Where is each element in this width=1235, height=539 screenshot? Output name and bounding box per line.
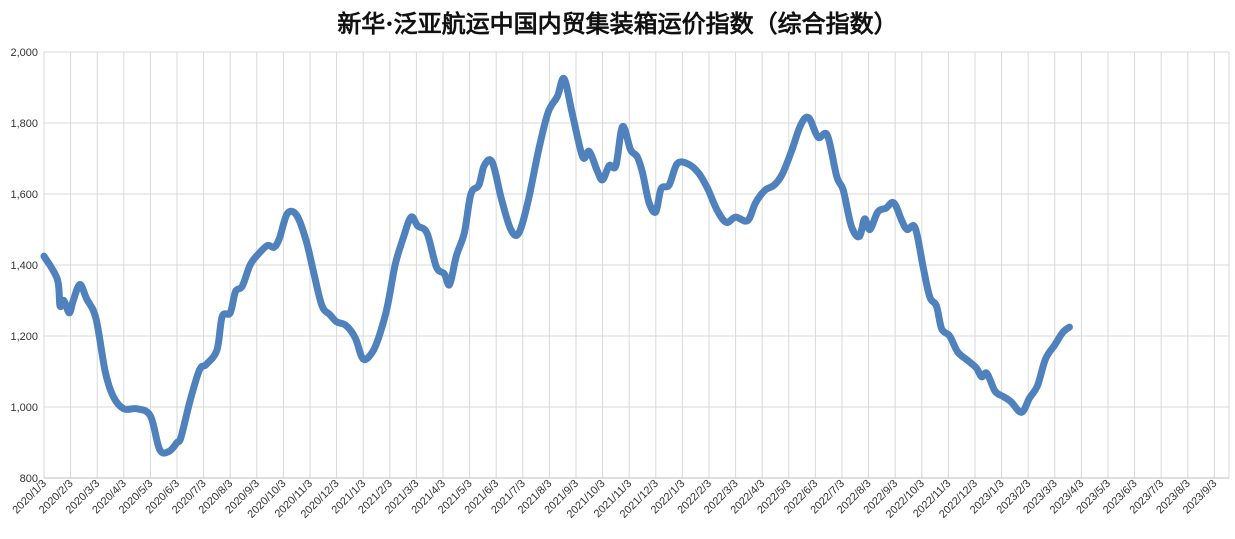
y-tick-label: 1,200 <box>10 331 38 343</box>
y-tick-label: 1,800 <box>10 118 38 130</box>
y-tick-label: 2,000 <box>10 47 38 59</box>
chart-title: 新华·泛亚航运中国内贸集装箱运价指数（综合指数） <box>337 9 898 38</box>
y-tick-label: 1,600 <box>10 189 38 201</box>
horizontal-gridlines <box>44 51 1229 479</box>
y-tick-label: 1,000 <box>10 402 38 414</box>
y-tick-label: 1,400 <box>10 260 38 272</box>
series-line <box>40 74 1073 457</box>
y-axis-tick-labels: 800 1,000 1,200 1,400 1,600 1,800 2,000 <box>10 47 38 485</box>
series-layer <box>40 74 1073 457</box>
y-tick-label: 800 <box>20 473 38 485</box>
x-axis-tick-labels: 2020/1/32020/2/32020/3/32020/4/32020/5/3… <box>10 478 1219 521</box>
